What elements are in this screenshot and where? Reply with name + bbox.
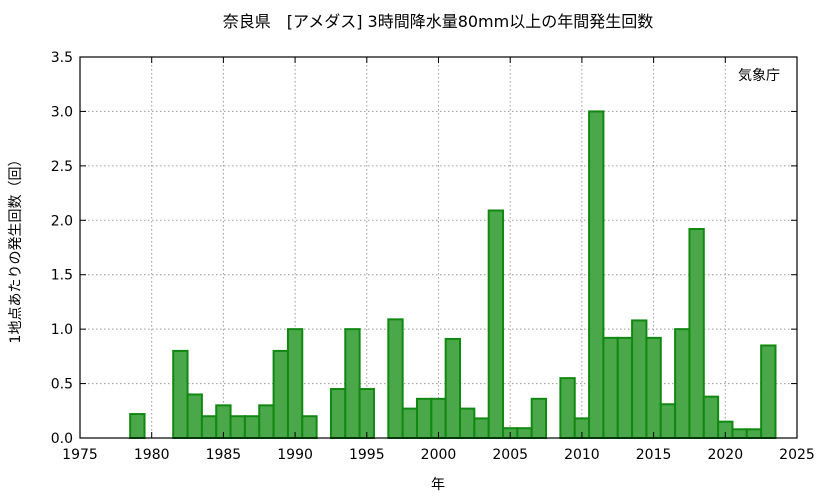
x-tick-label: 2000 (421, 447, 457, 463)
y-tick-label: 0.0 (51, 431, 73, 447)
bar-1999 (415, 397, 433, 440)
bar-1983 (186, 393, 203, 440)
bar-2016 (659, 403, 677, 439)
source-annotation: 気象庁 (738, 68, 780, 84)
bar-2015 (645, 336, 662, 440)
x-tick-label: 2025 (779, 447, 815, 463)
bar-1979 (129, 413, 146, 439)
x-axis-ticks: 1975 1980 1985 1990 1995 2000 2005 2010 2015 2020… (62, 57, 815, 463)
x-tick-label: 1995 (349, 447, 385, 463)
bar-1995 (358, 388, 375, 439)
bar-1984 (200, 415, 218, 440)
bar-2001 (444, 337, 462, 439)
bar-1988 (258, 404, 275, 440)
plot-frame (79, 56, 798, 439)
bar-2018 (688, 227, 705, 439)
y-tick-label: 3.5 (51, 50, 73, 66)
chart-title: 奈良県 [アメダス] 3時間降水量80mm以上の年間発生回数 (223, 12, 653, 31)
bar-2023 (760, 344, 777, 440)
y-axis-ticks: 0.0 0.5 1.0 1.5 2.0 2.5 3.0 3.5 (51, 50, 797, 447)
bar-1990 (286, 328, 304, 439)
bar-2003 (473, 417, 490, 439)
bar-2009 (559, 377, 576, 439)
y-tick-label: 1.0 (51, 322, 73, 338)
bar-1991 (301, 415, 318, 440)
bar-1982 (172, 349, 189, 439)
bar-1993 (329, 388, 347, 439)
bar-2014 (631, 319, 648, 440)
bar-2022 (745, 428, 763, 440)
x-tick-label: 2020 (707, 447, 743, 463)
bar-1994 (344, 328, 361, 439)
bar-2012 (602, 336, 619, 440)
bar-1989 (272, 349, 289, 439)
bar-2019 (702, 395, 720, 439)
x-tick-label: 2015 (636, 447, 672, 463)
bar-1987 (243, 415, 261, 440)
y-tick-label: 1.5 (51, 268, 73, 284)
bar-2007 (530, 397, 548, 440)
x-axis-label: 年 (431, 477, 445, 493)
y-tick-label: 2.0 (51, 213, 73, 229)
y-tick-label: 2.5 (51, 159, 73, 175)
x-tick-label: 2005 (492, 447, 528, 463)
bar-2011 (588, 110, 605, 440)
y-tick-label: 3.0 (51, 104, 73, 120)
bar-2002 (459, 407, 476, 440)
x-tick-label: 1990 (277, 447, 313, 463)
x-tick-label: 1975 (62, 447, 98, 463)
bar-2006 (516, 427, 533, 439)
bar-2004 (487, 209, 505, 439)
y-axis-label: 1地点あたりの発生回数（回） (8, 153, 24, 344)
y-tick-label: 0.5 (51, 377, 73, 393)
bar-1998 (401, 407, 418, 440)
bar-2013 (616, 336, 634, 440)
bar-2021 (731, 428, 748, 440)
bar-1997 (387, 318, 404, 439)
bar-1986 (229, 415, 246, 440)
bar-2017 (674, 328, 691, 439)
x-tick-label: 2010 (564, 447, 600, 463)
x-tick-label: 1985 (206, 447, 242, 463)
x-tick-label: 1980 (134, 447, 170, 463)
